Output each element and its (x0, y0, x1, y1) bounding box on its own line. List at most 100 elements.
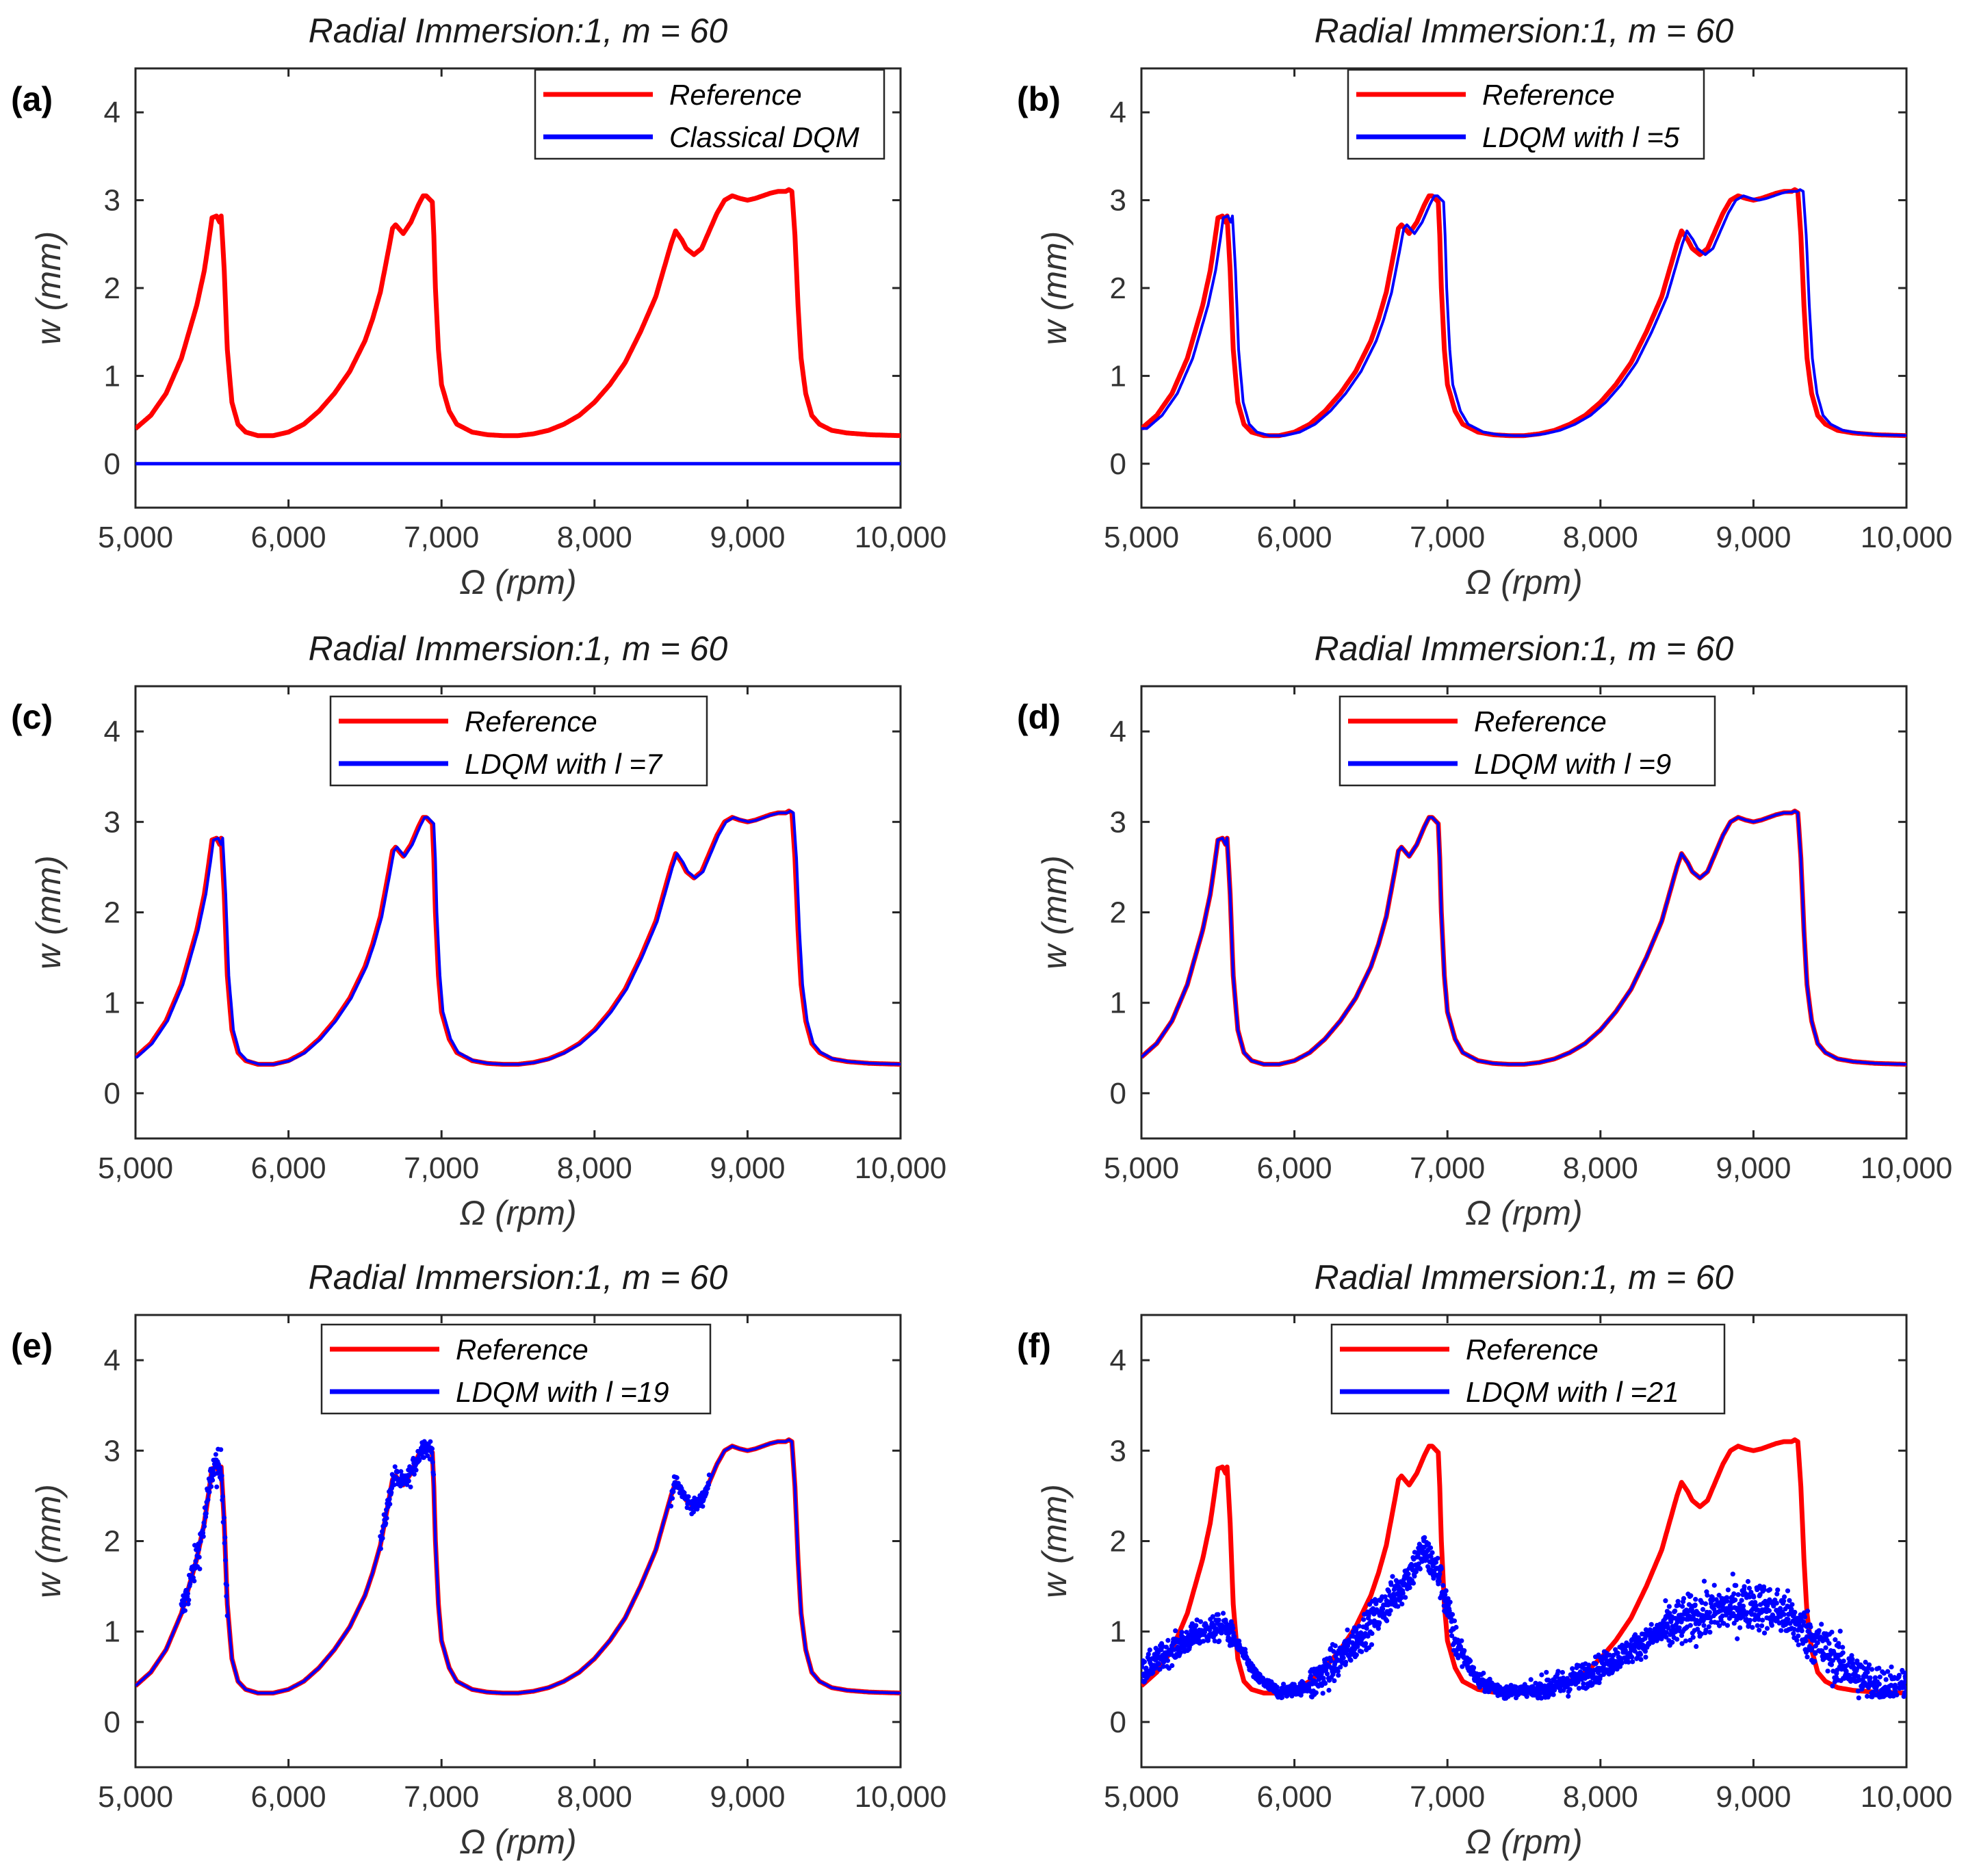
series-comparison-point (1433, 1559, 1439, 1565)
series-comparison-point (1380, 1606, 1386, 1612)
series-comparison-point (1328, 1658, 1334, 1664)
series-comparison-point (1731, 1591, 1737, 1597)
plot-area (1141, 1437, 1906, 1701)
series-comparison-point (1809, 1645, 1815, 1651)
series-comparison-point (1701, 1623, 1707, 1628)
series-comparison-point (1193, 1623, 1199, 1628)
y-tick-label: 4 (104, 1344, 120, 1377)
series-comparison-point (1692, 1602, 1698, 1608)
series-comparison-point (1781, 1598, 1787, 1604)
y-tick-label: 4 (104, 96, 120, 129)
series-comparison-point (391, 1482, 397, 1487)
series-comparison-point (411, 1472, 417, 1477)
series-comparison-point (705, 1485, 710, 1491)
series-comparison-point (1459, 1638, 1464, 1643)
series-comparison-point (187, 1581, 193, 1587)
y-tick-label: 2 (1110, 272, 1126, 305)
series-comparison-point (213, 1452, 218, 1457)
series-comparison-point (196, 1547, 202, 1552)
series-comparison-point (1359, 1649, 1364, 1654)
series-comparison-point (1308, 1673, 1314, 1679)
x-tick-label: 6,000 (251, 1151, 326, 1185)
series-comparison-point (1146, 1652, 1151, 1657)
series-comparison-point (1761, 1587, 1767, 1593)
panel-label: (d) (1017, 698, 1061, 736)
series-comparison-point (1643, 1654, 1648, 1660)
series-comparison-point (1280, 1681, 1286, 1687)
x-tick-label: 5,000 (98, 521, 173, 554)
series-comparison-point (1865, 1669, 1870, 1675)
series-comparison-point (1850, 1660, 1856, 1667)
series-comparison-point (1650, 1639, 1655, 1645)
y-tick-label: 4 (104, 715, 120, 748)
series-comparison-line (1141, 188, 1906, 437)
y-axis-label: w (mm) (29, 1484, 68, 1598)
series-comparison-point (1866, 1662, 1872, 1667)
series-comparison-point (1802, 1614, 1808, 1619)
series-comparison-point (1717, 1623, 1722, 1628)
y-tick-label: 2 (104, 272, 120, 305)
series-comparison-point (1812, 1658, 1818, 1664)
series-comparison-point (1413, 1569, 1419, 1574)
series-comparison-point (1725, 1587, 1731, 1593)
series-comparison-point (1390, 1574, 1395, 1579)
legend: Reference LDQM with l =7 (329, 695, 708, 787)
series-comparison-point (201, 1530, 206, 1536)
legend-entry: Reference (465, 705, 597, 738)
series-comparison-point (686, 1494, 691, 1500)
series-comparison-point (1902, 1680, 1906, 1685)
series-comparison-point (1765, 1602, 1770, 1608)
y-tick-label: 2 (104, 1525, 120, 1559)
series-comparison-point (1737, 1625, 1743, 1630)
series-comparison-point (1735, 1592, 1741, 1598)
series-comparison-point (1755, 1587, 1760, 1593)
series-comparison-point (395, 1470, 400, 1475)
series-comparison-point (1345, 1643, 1351, 1649)
legend-entry: Reference (1482, 79, 1615, 111)
series-comparison-point (1189, 1621, 1195, 1626)
legend-box (1338, 695, 1716, 787)
series-comparison-point (1386, 1589, 1392, 1594)
legend-entry: LDQM with l =19 (456, 1376, 669, 1408)
series-comparison-point (392, 1464, 398, 1470)
series-comparison-point (224, 1593, 229, 1599)
x-axis-label: Ω (rpm) (459, 563, 576, 601)
series-comparison-point (1321, 1676, 1326, 1681)
series-comparison-point (1813, 1651, 1818, 1656)
series-comparison-point (1688, 1593, 1694, 1598)
series-comparison-point (1693, 1597, 1698, 1602)
series-comparison-point (1619, 1660, 1625, 1666)
series-comparison-point (1826, 1641, 1832, 1646)
series-comparison-point (1280, 1695, 1285, 1700)
series-comparison-point (1830, 1683, 1835, 1689)
series-comparison-point (1889, 1664, 1894, 1670)
series-comparison-point (1840, 1645, 1846, 1650)
series-comparison-point (216, 1464, 222, 1470)
series-comparison-point (669, 1503, 674, 1509)
series-comparison-point (1343, 1659, 1349, 1665)
y-axis-label: w (mm) (1035, 855, 1074, 969)
series-comparison-point (1819, 1621, 1824, 1627)
series-comparison-point (1869, 1667, 1875, 1672)
series-comparison-point (1694, 1643, 1699, 1650)
series-comparison-point (1561, 1688, 1566, 1693)
series-comparison-point (1354, 1626, 1359, 1632)
plot-area (135, 1437, 901, 1696)
y-tick-label: 1 (1110, 987, 1126, 1020)
series-comparison-point (1816, 1628, 1822, 1633)
series-comparison-point (185, 1591, 190, 1596)
series-comparison-point (1670, 1639, 1675, 1645)
x-tick-label: 5,000 (98, 1151, 173, 1185)
series-comparison-point (671, 1489, 676, 1494)
y-tick-label: 2 (1110, 896, 1126, 930)
x-tick-label: 9,000 (1716, 1780, 1791, 1814)
series-comparison-point (1576, 1686, 1582, 1691)
series-comparison-point (1666, 1604, 1672, 1609)
y-tick-label: 3 (104, 1434, 120, 1468)
y-axis-label: w (mm) (1035, 1484, 1074, 1598)
series-comparison-point (1681, 1595, 1687, 1601)
y-tick-label: 3 (1110, 1434, 1126, 1468)
series-comparison-point (1430, 1550, 1435, 1556)
series-comparison-point (1747, 1617, 1752, 1623)
series-comparison-point (219, 1473, 224, 1478)
